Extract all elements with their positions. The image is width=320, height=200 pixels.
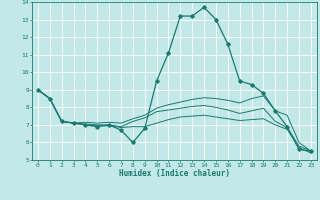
- X-axis label: Humidex (Indice chaleur): Humidex (Indice chaleur): [119, 169, 230, 178]
